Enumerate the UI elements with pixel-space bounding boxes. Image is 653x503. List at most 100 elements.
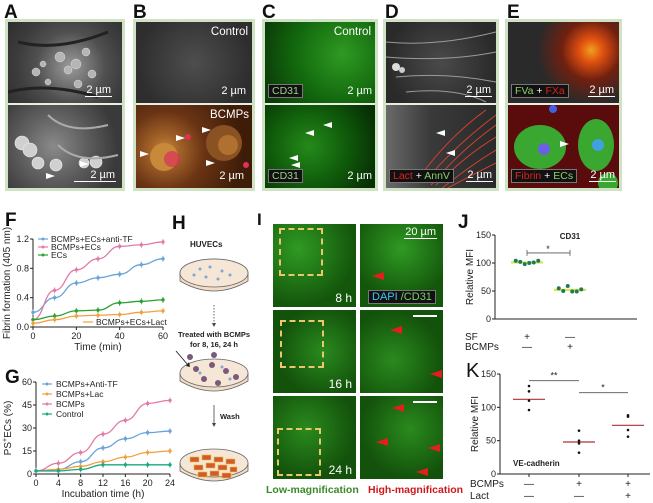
data-point [31, 317, 35, 322]
legend-label: BCMPs+Lac [56, 389, 104, 399]
time-label: 24 h [328, 463, 352, 477]
y-axis-label: PS+ECs (%) [2, 401, 14, 456]
condition-value: + [567, 342, 573, 353]
data-point [577, 439, 581, 442]
data-point [139, 310, 144, 315]
panel-label-h: H [172, 213, 186, 234]
arrow-icon [428, 444, 440, 452]
arrow-icon [416, 468, 428, 476]
data-point [577, 429, 581, 432]
data-point [579, 287, 584, 292]
step-huvecs: HUVECs [190, 240, 223, 249]
condition-value: — [565, 332, 575, 343]
panel-label-c: C [262, 2, 276, 23]
time-label: 16 h [328, 377, 352, 391]
y-tick-label: 0 [491, 469, 496, 479]
x-tick-label: 24 [165, 478, 175, 488]
stain-ecs: ECs [553, 170, 574, 182]
arrow-icon [305, 130, 314, 136]
data-point [117, 301, 122, 305]
data-point [527, 261, 532, 265]
scale-bar: 2 µm [588, 84, 615, 97]
data-point [78, 464, 83, 469]
data-point [78, 450, 83, 455]
y-tick-label: 45 [22, 400, 32, 410]
data-point [513, 258, 518, 263]
panel-label-a: A [4, 2, 18, 23]
chart-g-ps-ecs: 0 15 30 45 60 0 4 8 12 16 20 24 Incubation time (h) P… [2, 377, 175, 500]
scale-bar: 2 µm [347, 85, 372, 97]
data-point [145, 450, 150, 455]
series-line [32, 258, 164, 313]
stain-cd31: /CD31 [397, 291, 432, 303]
scale-bar [413, 315, 437, 317]
condition-label: BCMPs [210, 109, 249, 121]
data-point [56, 469, 61, 473]
panel-label-b: B [133, 2, 147, 23]
significance-marker: ** [550, 371, 558, 381]
step-treated: Treated with BCMPs [178, 330, 250, 339]
data-point [123, 455, 128, 459]
data-point [34, 469, 38, 473]
legend-label: BCMPs+Anti-TF [56, 379, 118, 389]
data-point [161, 257, 165, 261]
stain-plus: + [412, 170, 425, 182]
arrow-icon [430, 370, 442, 378]
panel-d-bottom-image: Lact + AnnV 2 µm [386, 105, 496, 188]
y-axis-label: Fibrin formation (405 nm) [2, 227, 13, 339]
data-point [74, 314, 79, 318]
x-axis-label: Incubation time (h) [62, 489, 145, 500]
data-point [145, 401, 150, 406]
x-axis-label: Time (min) [74, 342, 121, 353]
data-point [139, 262, 144, 267]
chart-title: CD31 [560, 232, 581, 241]
data-point [139, 243, 144, 247]
x-tick-label: 4 [56, 478, 61, 488]
data-point [145, 463, 150, 467]
arrow-icon [46, 173, 55, 179]
stain-fibrin: Fibrin [515, 170, 542, 182]
data-point [556, 286, 561, 291]
stain-fva: FVa [515, 85, 534, 97]
stain-plus: + [541, 170, 554, 182]
y-tick-label: 0.4 [16, 293, 29, 303]
data-point [56, 461, 61, 465]
arrow-icon [80, 161, 89, 167]
panel-e-bottom-image: Fibrin + ECs 2 µm [508, 105, 619, 188]
arrowhead-icon [186, 362, 190, 367]
arrow-icon [176, 135, 185, 141]
arrow-icon [206, 160, 215, 166]
step-treated-times: for 8, 16, 24 h [190, 340, 238, 349]
data-point [74, 309, 79, 313]
condition-value: + [625, 479, 631, 490]
roi-box [279, 228, 323, 276]
condition-value: — [524, 479, 534, 490]
data-point [31, 310, 35, 315]
condition-value: — [522, 342, 532, 353]
chart-title: VE-cadherin [513, 459, 560, 468]
data-point [96, 257, 100, 261]
data-point [527, 390, 531, 393]
x-tick-label: 20 [143, 478, 153, 488]
condition-label: Control [210, 26, 248, 38]
y-axis-label: Relative MFI [465, 249, 476, 305]
condition-label: Control [333, 26, 371, 38]
significance-marker: * [546, 244, 550, 254]
arrow-icon [291, 162, 300, 168]
scale-bar: 2 µm [74, 170, 116, 182]
data-point [52, 314, 57, 318]
y-tick-label: 50 [481, 286, 491, 296]
cells-illustration [514, 105, 618, 188]
legend-label: ECs [51, 250, 67, 260]
arrow-icon [372, 272, 384, 280]
scale-bar: 20 µm [404, 226, 437, 239]
stain-tag: Lact + AnnV [389, 169, 454, 183]
stain-tag: DAPI /CD31 [368, 290, 436, 304]
condition-row-label: Lact [470, 491, 489, 502]
data-point [123, 437, 128, 441]
legend-label: BCMPs+ECs [51, 242, 101, 252]
schematic-h: HUVECs Treated with BCMPs for 8, 16, 24 … [175, 240, 250, 482]
x-tick-label: 12 [98, 478, 108, 488]
